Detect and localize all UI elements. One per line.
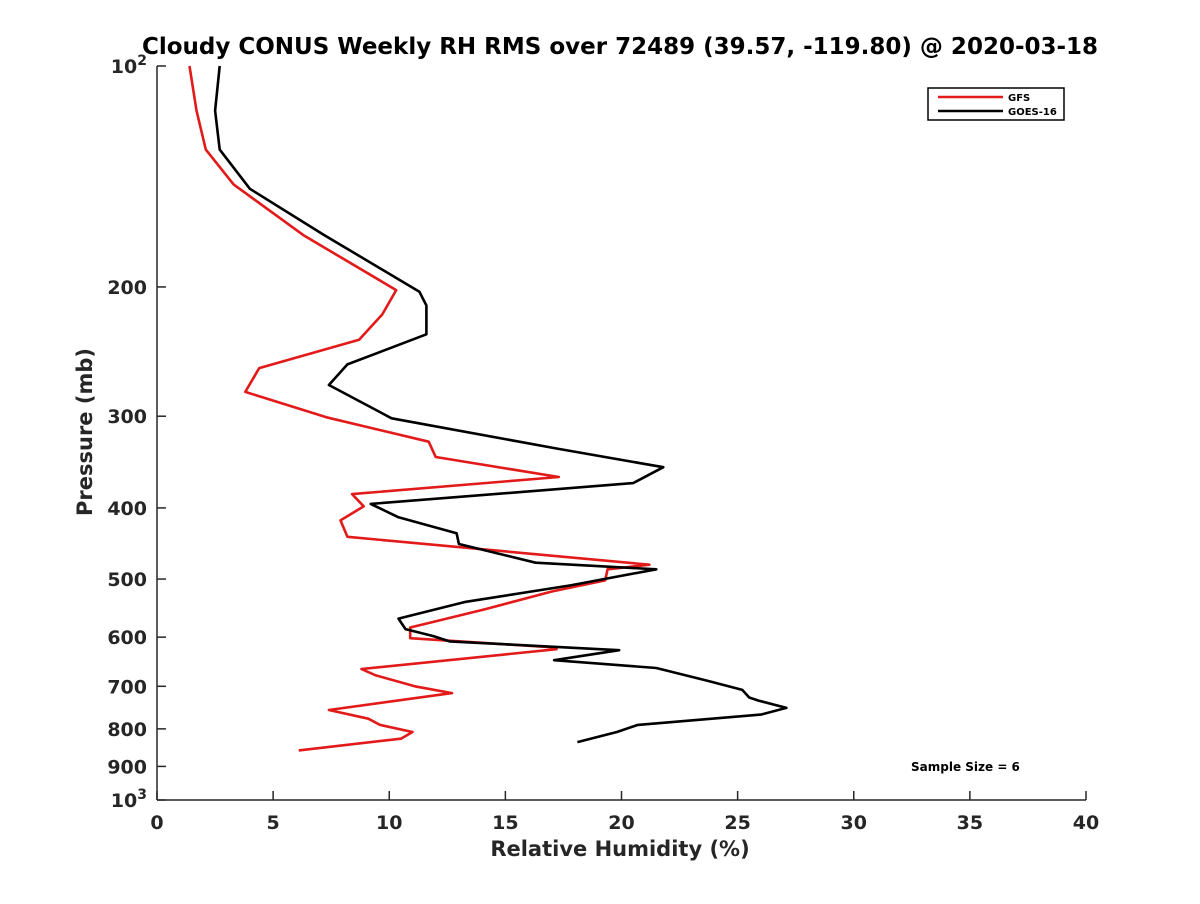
x-tick-label: 0 — [150, 812, 163, 834]
y-tick-label: 102 — [111, 53, 147, 78]
y-tick-label: 800 — [107, 719, 147, 741]
x-tick-label: 25 — [724, 812, 750, 834]
y-tick-label: 300 — [107, 406, 147, 428]
legend: GFS GOES-16 — [927, 87, 1065, 121]
x-axis: 0 5 10 15 20 25 30 35 40 — [150, 791, 1099, 834]
y-tick-label: 200 — [107, 277, 147, 299]
sample-size-annotation: Sample Size = 6 — [911, 760, 1020, 774]
x-axis-title: Relative Humidity (%) — [490, 837, 749, 861]
x-tick-label: 35 — [957, 812, 983, 834]
y-tick-label: 500 — [107, 569, 147, 591]
series-line-goes16 — [213, 65, 788, 744]
y-tick-label: 900 — [107, 756, 147, 778]
legend-label-gfs: GFS — [1008, 93, 1030, 104]
y-tick-label: 600 — [107, 627, 147, 649]
chart-title: Cloudy CONUS Weekly RH RMS over 72489 (3… — [142, 34, 1098, 60]
x-tick-label: 40 — [1073, 812, 1099, 834]
x-tick-label: 15 — [492, 812, 518, 834]
x-tick-label: 30 — [841, 812, 867, 834]
x-tick-label: 5 — [267, 812, 280, 834]
x-tick-label: 20 — [608, 812, 634, 834]
plot-axes — [156, 66, 1086, 801]
plot-series — [188, 65, 788, 752]
y-tick-label: 103 — [111, 787, 147, 812]
y-axis: 102 200 300 400 500 600 700 800 900 103 — [107, 53, 166, 812]
legend-box — [927, 87, 1065, 121]
y-axis-title: Pressure (mb) — [73, 348, 97, 516]
x-tick-label: 10 — [376, 812, 402, 834]
y-tick-label: 400 — [107, 498, 147, 520]
y-tick-label: 700 — [107, 676, 147, 698]
legend-label-goes16: GOES-16 — [1008, 107, 1057, 118]
